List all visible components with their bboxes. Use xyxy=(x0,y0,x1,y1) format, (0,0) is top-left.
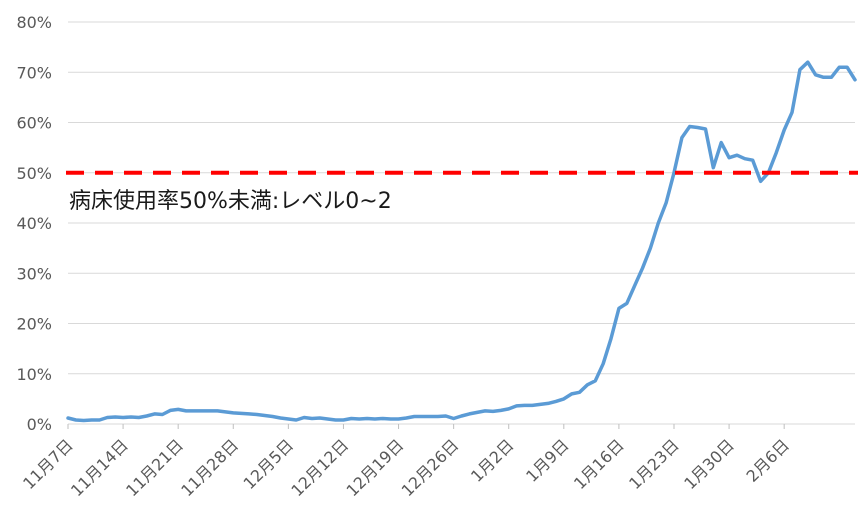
y-tick-label: 40% xyxy=(16,214,52,233)
threshold-annotation: 病床使用率50%未満:レベル0~2 xyxy=(69,189,392,214)
x-tick-label: 11月14日 xyxy=(67,435,132,500)
series-line-bed-occupancy xyxy=(66,60,857,423)
y-tick-label: 0% xyxy=(27,415,52,434)
x-tick-label: 1月9日 xyxy=(522,435,572,485)
y-tick-label: 80% xyxy=(16,13,52,32)
x-tick-label: 11月21日 xyxy=(122,435,187,500)
y-axis-tick-labels: 0% 10% 20% 30% 40% 50% 60% 70% 80% xyxy=(16,13,52,434)
y-tick-label: 50% xyxy=(16,164,52,183)
y-tick-label: 70% xyxy=(16,63,52,82)
x-tick-label: 12月19日 xyxy=(343,435,408,500)
x-tick-label: 2月6日 xyxy=(743,435,793,485)
x-tick-label: 1月23日 xyxy=(625,435,683,493)
x-tick-label: 11月28日 xyxy=(177,435,242,500)
y-tick-label: 60% xyxy=(16,114,52,133)
x-tick-label: 12月12日 xyxy=(287,435,352,500)
y-tick-label: 30% xyxy=(16,264,52,283)
y-tick-label: 20% xyxy=(16,315,52,334)
x-tick-label: 1月16日 xyxy=(570,435,628,493)
x-axis-ticks: 11月7日11月14日11月21日11月28日12月5日12月12日12月19日… xyxy=(19,424,793,500)
x-tick-label: 1月30日 xyxy=(680,435,738,493)
x-tick-label: 12月26日 xyxy=(398,435,463,500)
y-tick-label: 10% xyxy=(16,365,52,384)
x-tick-label: 1月2日 xyxy=(467,435,517,485)
